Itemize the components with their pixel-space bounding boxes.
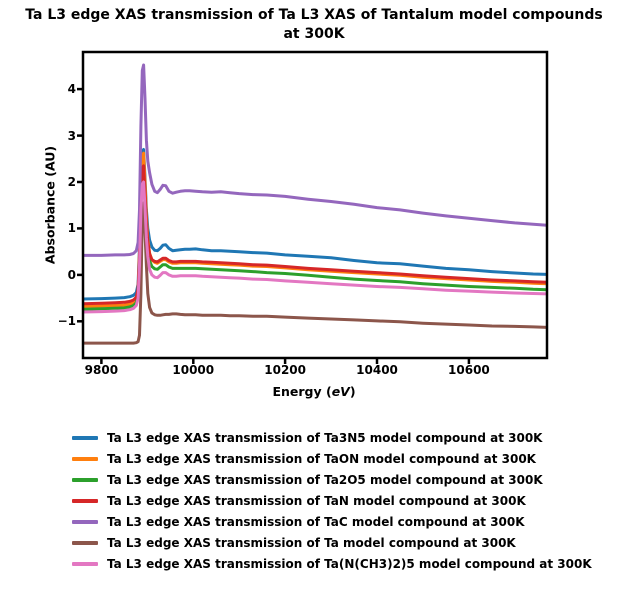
legend-label-taon: Ta L3 edge XAS transmission of TaON mode… (107, 451, 536, 466)
series-line-ta2o5 (83, 173, 547, 311)
legend-item-ta3n5: Ta L3 edge XAS transmission of Ta3N5 mod… (72, 427, 592, 448)
legend-item-tan: Ta L3 edge XAS transmission of TaN model… (72, 490, 592, 511)
legend-label-ta: Ta L3 edge XAS transmission of Ta model … (107, 535, 516, 550)
y-axis-label: Absorbance (AU) (42, 145, 58, 265)
plot-frame (81, 50, 549, 360)
legend-swatch-tan (72, 498, 98, 503)
x-axis-label: Energy (eV) (0, 384, 628, 399)
series-line-ta (83, 201, 547, 345)
x-tick-label-10600: 10600 (448, 363, 490, 377)
x-tick-label-10400: 10400 (356, 363, 398, 377)
chart-title-line2: at 300K (283, 26, 345, 42)
legend-item-ta: Ta L3 edge XAS transmission of Ta model … (72, 532, 592, 553)
chart-title: Ta L3 edge XAS transmission of Ta L3 XAS… (0, 6, 628, 44)
x-axis-label-units: eV (331, 384, 350, 399)
legend-swatch-ta3n5 (72, 435, 98, 440)
y-tick-label-1: 1 (67, 221, 76, 236)
legend-swatch-ta2o5 (72, 477, 98, 482)
y-tick-label-3: 3 (67, 128, 76, 143)
legend-label-ta-n-ch3-2-5: Ta L3 edge XAS transmission of Ta(N(CH3)… (107, 556, 592, 571)
legend-swatch-ta-n-ch3-2-5 (72, 561, 98, 566)
legend-swatch-tac (72, 519, 98, 524)
legend-item-tac: Ta L3 edge XAS transmission of TaC model… (72, 511, 592, 532)
x-tick-label-10000: 10000 (172, 363, 215, 377)
legend-swatch-taon (72, 456, 98, 461)
chart-title-line1: Ta L3 edge XAS transmission of Ta L3 XAS… (25, 7, 603, 23)
x-tick-label-10200: 10200 (264, 363, 306, 377)
series-line-tac (83, 63, 547, 257)
x-tick-label-9800: 9800 (84, 363, 119, 377)
x-axis-label-close: ) (349, 384, 356, 399)
legend-item-ta2o5: Ta L3 edge XAS transmission of Ta2O5 mod… (72, 469, 592, 490)
legend-label-ta3n5: Ta L3 edge XAS transmission of Ta3N5 mod… (107, 430, 543, 445)
x-axis-label-text: Energy ( (272, 384, 332, 399)
plot-area (77, 50, 549, 364)
legend-label-tac: Ta L3 edge XAS transmission of TaC model… (107, 514, 525, 529)
y-tick-label-4: 4 (67, 82, 76, 97)
legend-item-ta-n-ch3-2-5: Ta L3 edge XAS transmission of Ta(N(CH3)… (72, 553, 592, 574)
y-tick-label-2: 2 (67, 175, 76, 189)
y-tick-label-0: 0 (67, 267, 76, 282)
legend-label-ta2o5: Ta L3 edge XAS transmission of Ta2O5 mod… (107, 472, 543, 487)
legend-label-tan: Ta L3 edge XAS transmission of TaN model… (107, 493, 526, 508)
legend-item-taon: Ta L3 edge XAS transmission of TaON mode… (72, 448, 592, 469)
legend-swatch-ta (72, 540, 98, 545)
series-line-ta-n-ch3-2-5 (83, 180, 547, 314)
legend: Ta L3 edge XAS transmission of Ta3N5 mod… (72, 427, 592, 574)
y-tick-label--1: −1 (57, 314, 76, 329)
